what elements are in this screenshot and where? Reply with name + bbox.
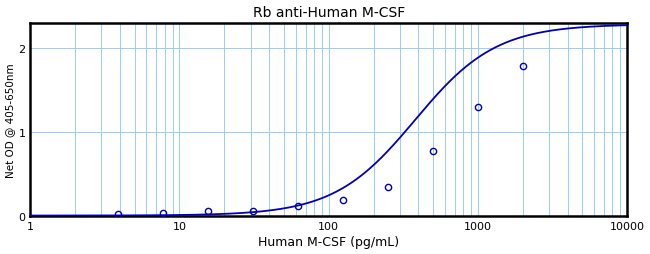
Title: Rb anti-Human M-CSF: Rb anti-Human M-CSF [252,6,405,20]
X-axis label: Human M-CSF (pg/mL): Human M-CSF (pg/mL) [258,235,399,248]
Y-axis label: Net OD @ 405-650nm: Net OD @ 405-650nm [6,63,16,177]
